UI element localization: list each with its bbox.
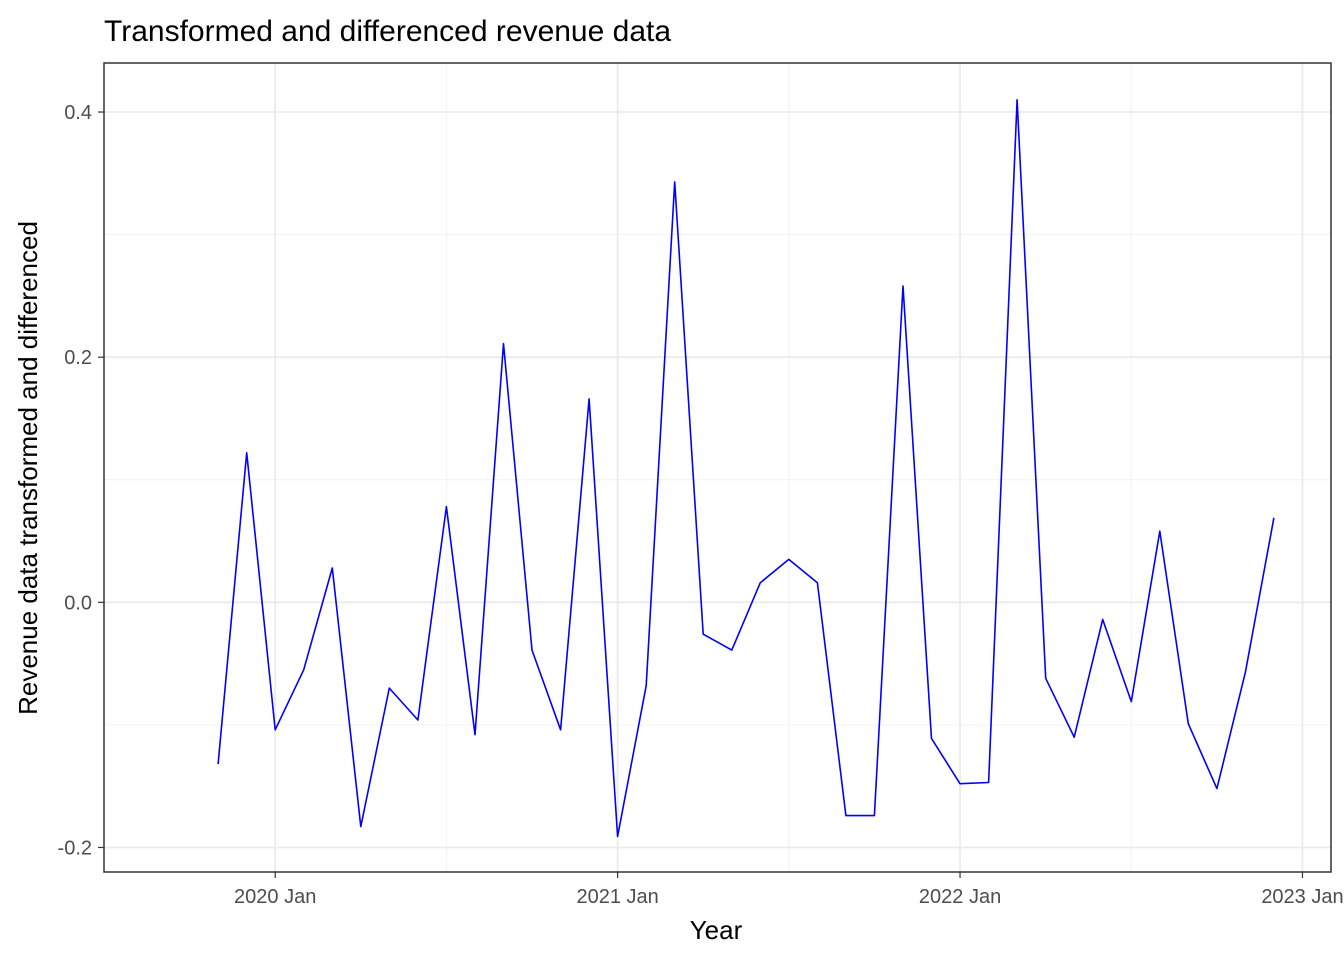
grid-major	[104, 63, 1331, 872]
x-tick-label: 2023 Jan	[1261, 886, 1343, 908]
x-axis-ticks: 2020 Jan 2021 Jan 2022 Jan 2023 Jan	[234, 872, 1344, 908]
y-axis-title: Revenue data transformed and differenced	[13, 221, 43, 715]
chart-title: Transformed and differenced revenue data	[104, 15, 671, 48]
y-tick-label: 0.0	[64, 592, 92, 614]
series-line	[217, 99, 1275, 838]
y-axis-ticks: -0.2 0.0 0.2 0.4	[58, 102, 104, 859]
grid-minor	[104, 63, 1331, 872]
series-line-group	[217, 99, 1275, 838]
x-tick-label: 2021 Jan	[576, 886, 658, 908]
y-tick-label: 0.2	[64, 347, 92, 369]
x-tick-label: 2022 Jan	[919, 886, 1001, 908]
plot-panel-border	[103, 62, 1332, 873]
y-tick-label: 0.4	[64, 102, 92, 124]
y-tick-label: -0.2	[58, 837, 92, 859]
x-axis-title: Year	[690, 915, 743, 945]
x-tick-label: 2020 Jan	[234, 886, 316, 908]
